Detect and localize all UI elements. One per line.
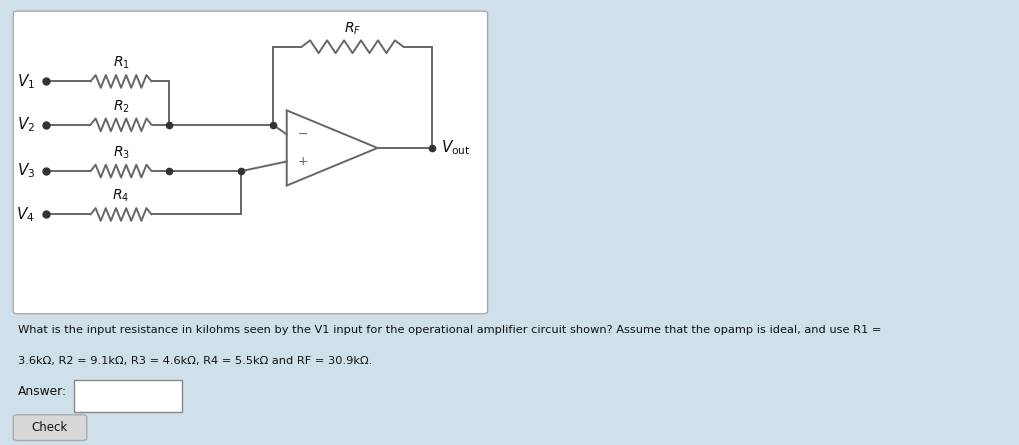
FancyBboxPatch shape	[74, 380, 181, 412]
Text: $R_4$: $R_4$	[112, 188, 129, 204]
Text: −: −	[298, 128, 308, 141]
Text: $R_1$: $R_1$	[112, 55, 129, 71]
Text: $R_F$: $R_F$	[343, 20, 361, 36]
Text: $R_3$: $R_3$	[112, 145, 129, 161]
Text: What is the input resistance in kilohms seen by the V1 input for the operational: What is the input resistance in kilohms …	[18, 325, 880, 335]
Text: +: +	[297, 155, 308, 168]
Text: $V_4$: $V_4$	[16, 205, 35, 224]
Text: $V_{\rm out}$: $V_{\rm out}$	[440, 138, 471, 158]
Text: Answer:: Answer:	[18, 385, 67, 398]
Text: $R_2$: $R_2$	[112, 98, 129, 115]
Text: Check: Check	[32, 421, 68, 434]
Text: $V_2$: $V_2$	[16, 115, 35, 134]
FancyBboxPatch shape	[13, 415, 87, 441]
Text: 3.6kΩ, R2 = 9.1kΩ, R3 = 4.6kΩ, R4 = 5.5kΩ and RF = 30.9kΩ.: 3.6kΩ, R2 = 9.1kΩ, R3 = 4.6kΩ, R4 = 5.5k…	[18, 356, 372, 366]
Text: $V_3$: $V_3$	[16, 162, 35, 181]
Text: $V_1$: $V_1$	[16, 72, 35, 91]
FancyBboxPatch shape	[13, 11, 487, 314]
